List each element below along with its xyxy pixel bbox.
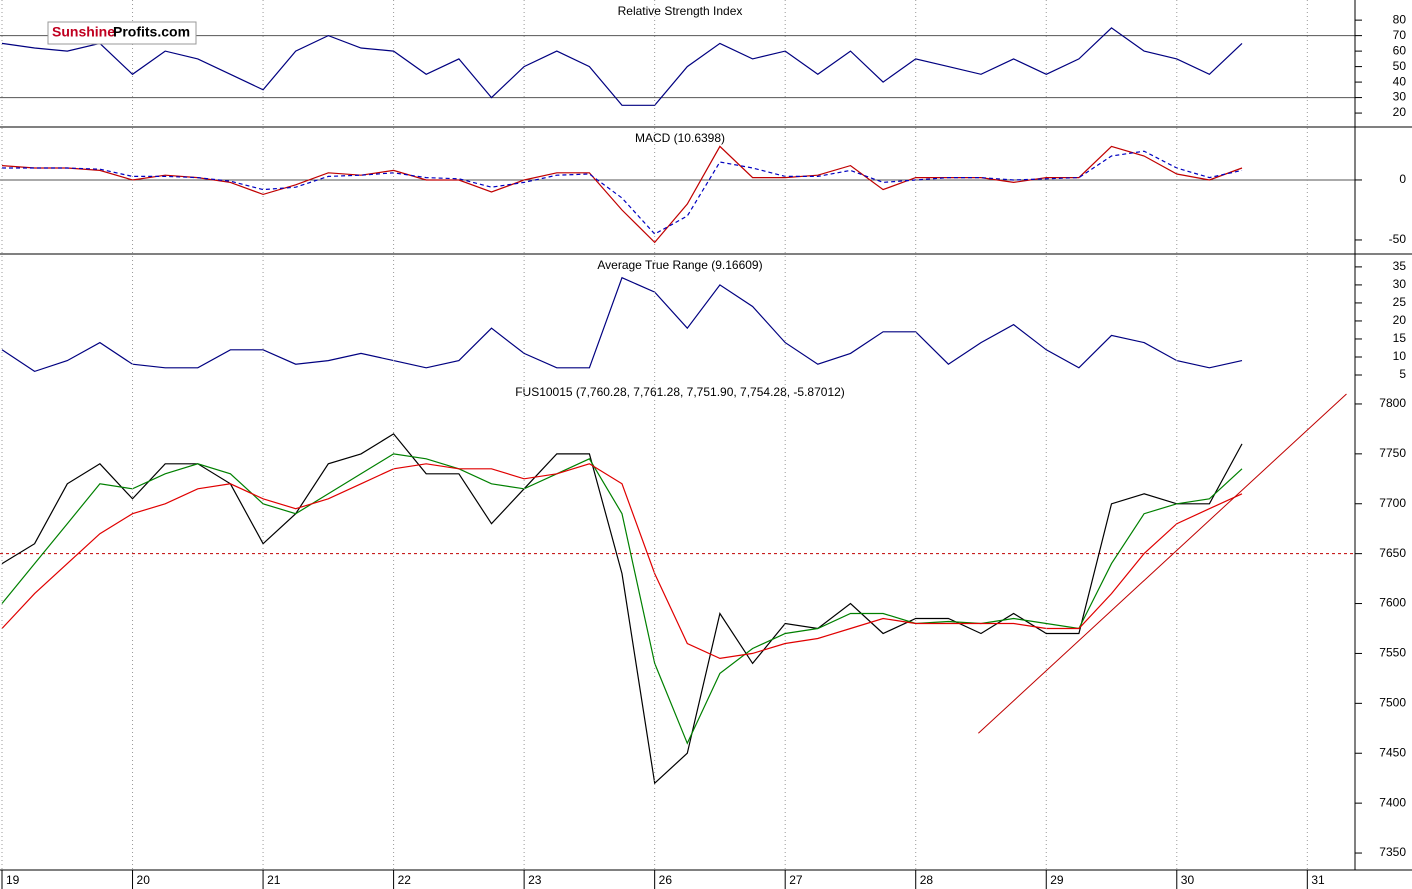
- y-tick-label: 40: [1393, 74, 1407, 88]
- y-tick-label: 7400: [1379, 795, 1406, 809]
- logo-text: Sunshine: [52, 24, 115, 40]
- series-line: [1, 463, 1243, 660]
- y-tick-label: 35: [1393, 259, 1407, 273]
- y-tick-label: 7650: [1379, 546, 1406, 560]
- x-tick-label: 20: [137, 873, 151, 887]
- y-tick-label: 20: [1393, 105, 1407, 119]
- y-tick-label: 70: [1393, 28, 1407, 42]
- x-tick-label: 30: [1181, 873, 1195, 887]
- trendline: [978, 393, 1347, 734]
- x-tick-label: 31: [1311, 873, 1325, 887]
- y-tick-label: 7600: [1379, 596, 1406, 610]
- y-tick-label: 80: [1393, 12, 1407, 26]
- x-tick-label: 26: [659, 873, 673, 887]
- y-tick-label: 7550: [1379, 646, 1406, 660]
- x-tick-label: 19: [6, 873, 20, 887]
- y-tick-label: 20: [1393, 313, 1407, 327]
- panel-title: MACD (10.6398): [635, 131, 725, 145]
- y-tick-label: 15: [1393, 331, 1407, 345]
- y-tick-label: 0: [1399, 172, 1406, 186]
- x-tick-label: 22: [398, 873, 412, 887]
- panel-title: FUS10015 (7,760.28, 7,761.28, 7,751.90, …: [515, 385, 845, 399]
- panel-title: Relative Strength Index: [618, 4, 743, 18]
- y-tick-label: 7450: [1379, 745, 1406, 759]
- y-tick-label: 30: [1393, 90, 1407, 104]
- y-tick-label: 30: [1393, 277, 1407, 291]
- series-line: [1, 453, 1243, 745]
- y-tick-label: 5: [1399, 367, 1406, 381]
- x-tick-label: 27: [789, 873, 803, 887]
- x-tick-label: 21: [267, 873, 281, 887]
- logo-box: [47, 21, 197, 45]
- y-tick-label: 7800: [1379, 396, 1406, 410]
- x-tick-label: 28: [920, 873, 934, 887]
- y-tick-label: 7500: [1379, 696, 1406, 710]
- series-line: [1, 276, 1243, 373]
- y-tick-label: 7700: [1379, 496, 1406, 510]
- y-tick-label: 60: [1393, 43, 1407, 57]
- panel-title: Average True Range (9.16609): [597, 258, 762, 272]
- logo: Sunshine Profits.com: [47, 21, 197, 45]
- x-tick-label: 29: [1050, 873, 1064, 887]
- logo-text: Profits.com: [113, 24, 190, 40]
- y-tick-label: 10: [1393, 349, 1407, 363]
- y-tick-label: 7350: [1379, 845, 1406, 859]
- y-tick-label: 50: [1393, 59, 1407, 73]
- series-line: [1, 145, 1243, 244]
- y-tick-label: 7750: [1379, 446, 1406, 460]
- y-tick-label: 25: [1393, 295, 1407, 309]
- y-tick-label: -50: [1389, 232, 1407, 246]
- x-tick-label: 23: [528, 873, 542, 887]
- series-line: [1, 27, 1243, 106]
